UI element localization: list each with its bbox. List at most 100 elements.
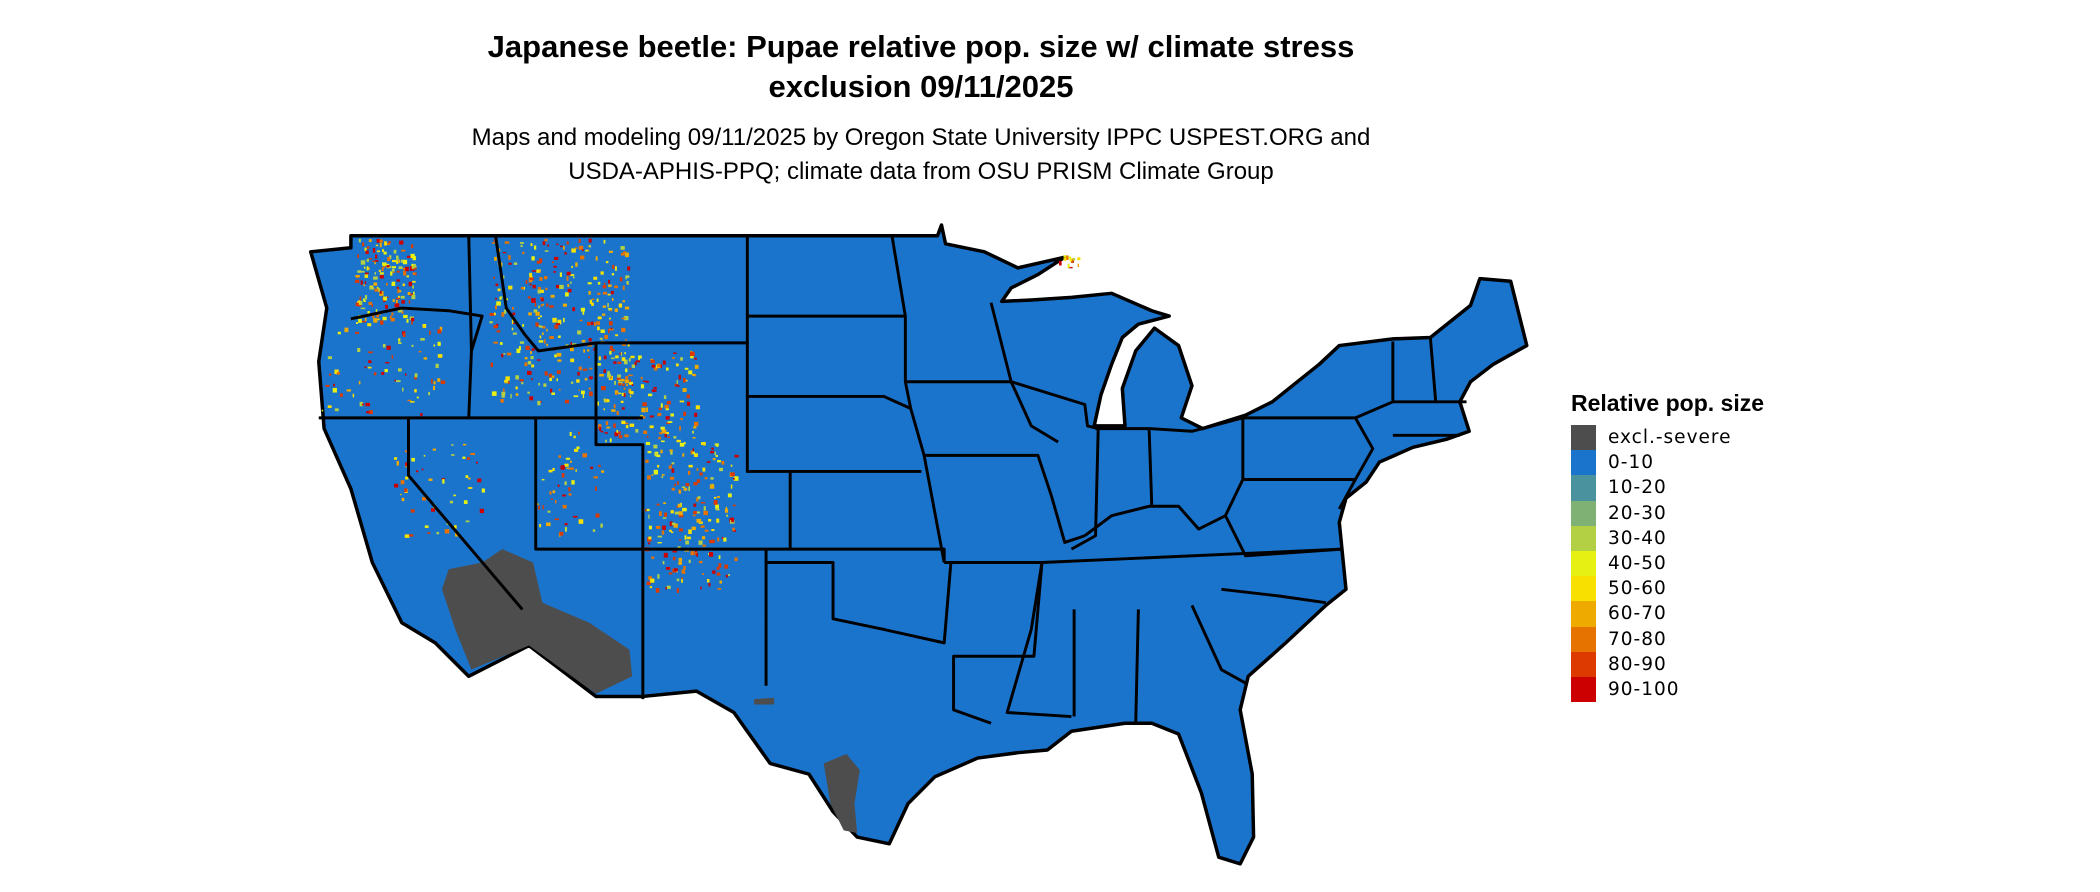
hotspot-pixel (412, 280, 416, 283)
hotspot-pixel (628, 374, 633, 377)
hotspot-pixel (680, 418, 683, 421)
hotspot-pixel (381, 371, 385, 375)
hotspot-pixel (674, 483, 677, 487)
hotspot-pixel (420, 338, 425, 341)
hotspot-pixel (414, 373, 418, 378)
hotspot-pixel (367, 366, 372, 369)
hotspot-pixel (462, 443, 467, 446)
hotspot-pixel (587, 349, 590, 352)
hotspot-pixel (678, 374, 681, 380)
hotspot-pixel (598, 424, 602, 429)
hotspot-pixel (576, 379, 580, 383)
hotspot-pixel (334, 369, 339, 375)
hotspot-pixel (543, 383, 547, 387)
hotspot-pixel (373, 282, 378, 286)
hotspot-pixel (366, 258, 369, 262)
hotspot-pixel (530, 351, 532, 355)
hotspot-pixel (671, 468, 675, 473)
hotspot-pixel (610, 309, 612, 312)
hotspot-pixel (540, 297, 544, 302)
hotspot-pixel (696, 511, 701, 514)
hotspot-pixel (603, 398, 606, 403)
hotspot-pixel (437, 378, 441, 382)
hotspot-pixel (553, 265, 557, 268)
hotspot-pixel (374, 288, 379, 292)
hotspot-pixel (708, 518, 712, 522)
hotspot-pixel (411, 344, 414, 347)
hotspot-pixel (519, 341, 525, 344)
hotspot-pixel (605, 439, 607, 443)
hotspot-pixel (577, 330, 582, 335)
hotspot-pixel (406, 318, 409, 323)
hotspot-pixel (678, 490, 681, 494)
hotspot-pixel (611, 348, 615, 352)
hotspot-pixel (391, 355, 394, 359)
hotspot-pixel (660, 440, 665, 443)
hotspot-pixel (652, 359, 655, 363)
hotspot-pixel (622, 300, 626, 303)
hotspot-pixel (651, 364, 656, 368)
state-border (1083, 416, 1356, 558)
hotspot-pixel (688, 370, 693, 375)
hotspot-pixel (548, 469, 553, 473)
hotspot-pixel (510, 393, 512, 399)
hotspot-pixel (361, 270, 365, 273)
hotspot-pixel (591, 321, 594, 326)
hotspot-pixel (402, 267, 406, 271)
hotspot-pixel (392, 271, 395, 274)
hotspot-pixel (617, 361, 622, 365)
hotspot-pixel (608, 284, 612, 288)
hotspot-pixel (601, 386, 606, 391)
hotspot-pixel (617, 374, 621, 378)
hotspot-pixel (725, 574, 728, 578)
hotspot-pixel (682, 453, 685, 457)
hotspot-pixel (397, 288, 400, 294)
hotspot-pixel (716, 496, 720, 498)
hotspot-pixel (711, 447, 714, 450)
hotspot-pixel (423, 454, 426, 457)
hotspot-pixel (556, 378, 558, 382)
hotspot-pixel (367, 246, 370, 249)
hotspot-pixel (606, 426, 611, 429)
hotspot-pixel (383, 299, 386, 303)
hotspot-pixel (618, 382, 622, 386)
hotspot-pixel (666, 422, 671, 425)
hotspot-pixel (602, 284, 607, 289)
hotspot-pixel (616, 431, 621, 435)
hotspot-pixel (407, 399, 412, 402)
hotspot-pixel (465, 475, 469, 479)
hotspot-pixel (355, 331, 360, 334)
hotspot-pixel (398, 266, 403, 269)
hotspot-pixel (394, 379, 397, 382)
hotspot-pixel (730, 472, 735, 477)
hotspot-pixel (597, 316, 602, 320)
hotspot-pixel (365, 402, 371, 407)
hotspot-pixel (657, 542, 662, 544)
hotspot-pixel (710, 450, 714, 454)
hotspot-pixel (693, 510, 697, 515)
hotspot-pixel (624, 422, 629, 425)
hotspot-pixel (544, 250, 549, 252)
hotspot-pixel (554, 354, 557, 358)
hotspot-pixel (610, 327, 613, 330)
hotspot-pixel (582, 311, 585, 315)
hotspot-pixel (699, 472, 703, 476)
hotspot-pixel (660, 426, 665, 430)
hotspot-pixel (716, 574, 721, 576)
hotspot-pixel (537, 325, 541, 327)
hotspot-pixel (385, 304, 388, 309)
hotspot-pixel (552, 467, 555, 471)
hotspot-pixel (618, 435, 623, 439)
hotspot-pixel (559, 531, 564, 536)
hotspot-pixel (511, 319, 514, 325)
hotspot-pixel (702, 573, 705, 575)
hotspot-pixel (428, 478, 433, 481)
hotspot-pixel (497, 288, 501, 292)
hotspot-pixel (376, 314, 380, 318)
hotspot-pixel (673, 352, 677, 354)
legend-item: 80-90 (1571, 651, 1764, 677)
hotspot-pixel (535, 322, 539, 327)
hotspot-pixel (603, 239, 606, 244)
hotspot-pixel (542, 241, 546, 246)
hotspot-pixel (540, 304, 543, 307)
